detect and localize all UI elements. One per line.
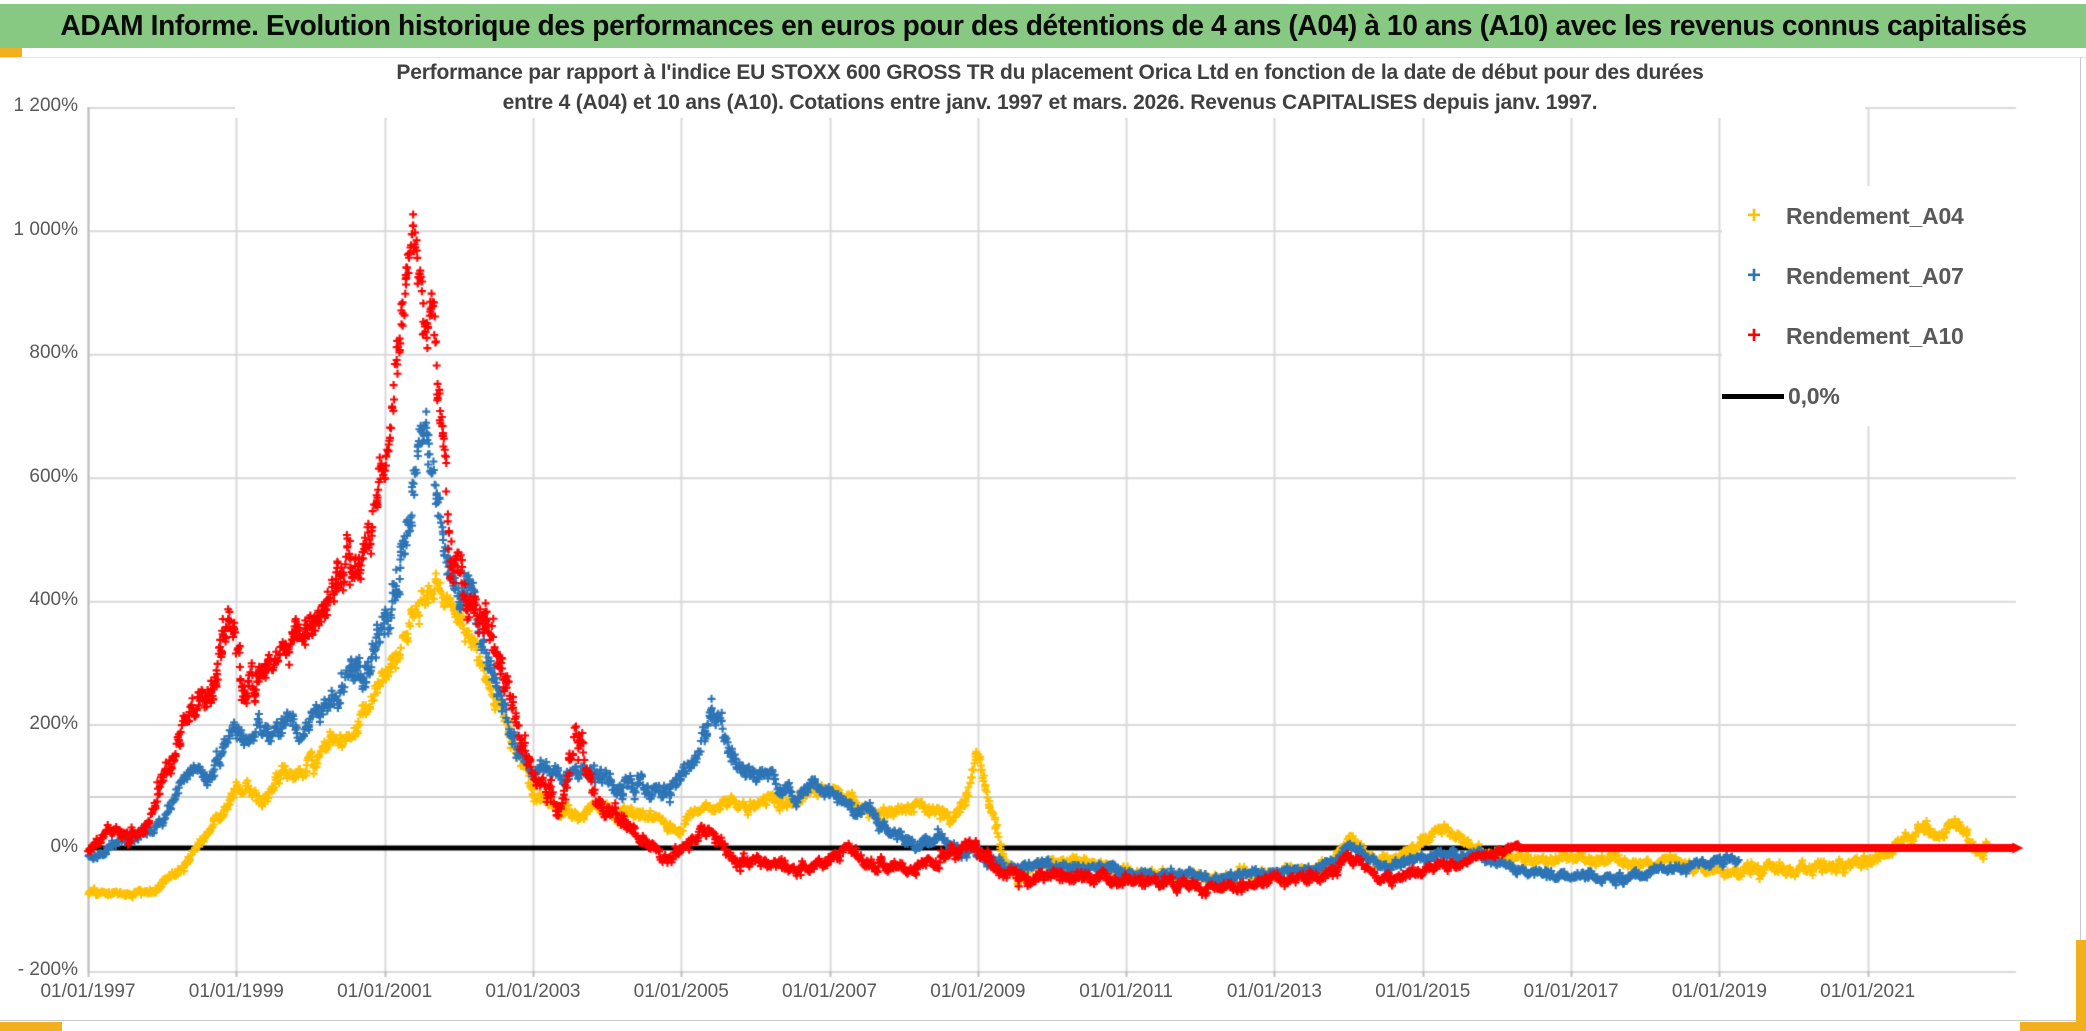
legend-item-zero-line: 0,0% [1722, 366, 2067, 426]
x-axis-tick-label: 01/01/2011 [1079, 981, 1173, 1002]
header-title: ADAM Informe. Evolution historique des p… [59, 9, 2027, 42]
legend-label: Rendement_A04 [1786, 202, 1964, 229]
legend-item-rendement-a07: + Rendement_A07 [1722, 246, 2067, 306]
x-axis-tick-label: 01/01/2003 [485, 981, 581, 1002]
legend-label: Rendement_A10 [1786, 322, 1964, 349]
chart-title-line1: Performance par rapport à l'indice EU ST… [396, 61, 1704, 84]
y-axis-tick-label: 1 200% [13, 95, 78, 117]
gold-accent-bottom-left [0, 1022, 62, 1031]
y-axis-tick-label: - 200% [17, 959, 78, 981]
y-axis-tick-label: 1 000% [13, 218, 78, 240]
top-strip [0, 0, 2086, 4]
x-axis-tick-label: 01/01/1997 [40, 981, 136, 1002]
legend-label: Rendement_A07 [1786, 262, 1964, 289]
legend-item-rendement-a04: + Rendement_A04 [1722, 186, 2067, 246]
divider-right [2080, 57, 2081, 1020]
chart-legend: + Rendement_A04 + Rendement_A07 + Rendem… [1722, 186, 2067, 426]
x-axis-tick-label: 01/01/2009 [930, 981, 1026, 1002]
y-axis-tick-label: 400% [29, 589, 78, 611]
zero-line-swatch-icon [1722, 393, 1784, 399]
plus-marker-icon: + [1746, 322, 1761, 349]
divider-top [0, 57, 2086, 58]
x-axis-tick-label: 01/01/2013 [1226, 981, 1322, 1002]
x-axis-tick-label: 01/01/2017 [1523, 981, 1619, 1002]
x-axis-tick-label: 01/01/2021 [1820, 981, 1916, 1002]
gold-accent-top-left [0, 48, 22, 57]
x-axis-tick-label: 01/01/2005 [633, 981, 729, 1002]
x-axis-tick-label: 01/01/2007 [781, 981, 878, 1002]
plus-marker-icon: + [1746, 202, 1761, 229]
header-bar: ADAM Informe. Evolution historique des p… [0, 4, 2086, 48]
legend-label: 0,0% [1788, 382, 1840, 409]
x-axis-tick-label: 01/01/2015 [1375, 981, 1471, 1002]
y-axis-tick-label: 800% [29, 342, 78, 364]
divider-bottom [0, 1020, 2086, 1021]
legend-item-rendement-a10: + Rendement_A10 [1722, 306, 2067, 366]
plus-marker-icon: + [1746, 262, 1761, 289]
chart-title: Performance par rapport à l'indice EU ST… [235, 58, 1865, 118]
y-axis-tick-label: 0% [50, 836, 78, 857]
chart-title-line2: entre 4 (A04) et 10 ans (A10). Cotations… [502, 91, 1598, 114]
x-axis-tick-label: 01/01/2001 [337, 981, 433, 1002]
gold-accent-bottom-right [2020, 1022, 2086, 1031]
x-axis-tick-label: 01/01/1999 [188, 981, 284, 1002]
y-axis-tick-label: 600% [29, 465, 78, 487]
gold-accent-right-edge [2076, 940, 2086, 1031]
x-axis-tick-label: 01/01/2019 [1671, 981, 1767, 1002]
y-axis-tick-label: 200% [29, 712, 78, 734]
